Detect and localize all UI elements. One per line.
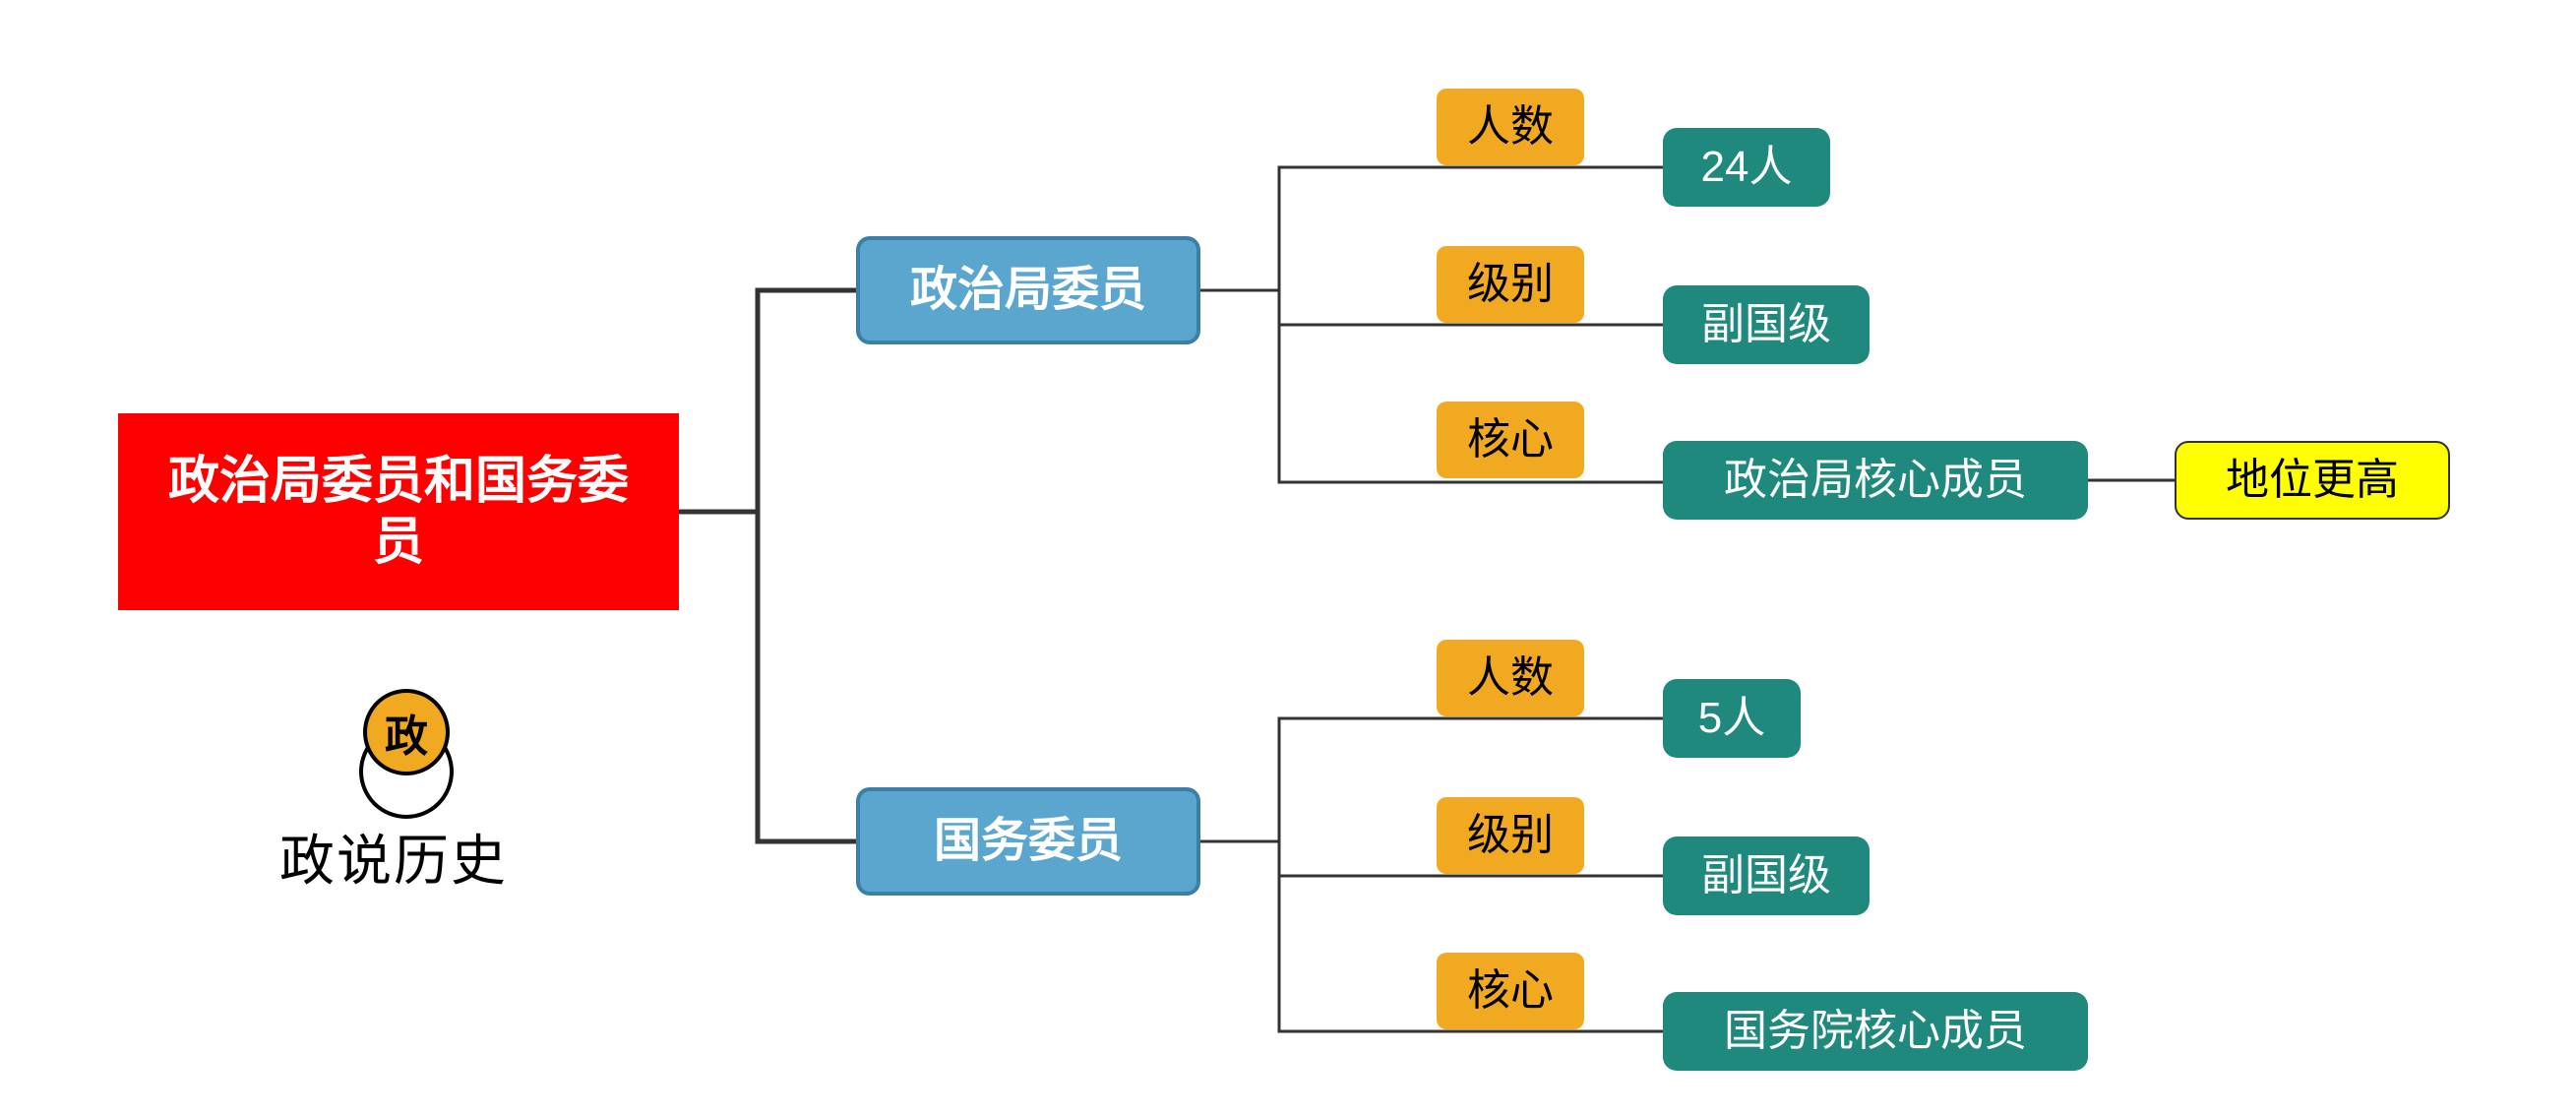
- attr-value: 政治局核心成员: [1663, 441, 2088, 520]
- attr-tag: 核心: [1437, 953, 1584, 1029]
- attr-tag: 核心: [1437, 402, 1584, 478]
- root-node: 政治局委员和国务委员: [118, 413, 679, 610]
- logo-coin-icon: 政: [349, 689, 438, 807]
- watermark-logo: 政 政说历史: [246, 689, 541, 897]
- logo-coin-char: 政: [363, 689, 450, 775]
- highlight-note: 地位更高: [2175, 441, 2450, 520]
- branch-node-state-council: 国务委员: [856, 787, 1200, 896]
- attr-tag: 人数: [1437, 640, 1584, 716]
- attr-value: 副国级: [1663, 285, 1870, 364]
- branch-node-politburo: 政治局委员: [856, 236, 1200, 344]
- logo-text: 政说历史: [246, 817, 541, 897]
- attr-tag: 级别: [1437, 246, 1584, 323]
- attr-tag: 级别: [1437, 797, 1584, 874]
- mindmap-canvas: 政治局委员和国务委员 政 政说历史 政治局委员人数24人级别副国级核心政治局核心…: [0, 0, 2576, 1116]
- attr-value: 5人: [1663, 679, 1801, 758]
- attr-tag: 人数: [1437, 89, 1584, 165]
- attr-value: 24人: [1663, 128, 1830, 207]
- attr-value: 国务院核心成员: [1663, 992, 2088, 1071]
- attr-value: 副国级: [1663, 837, 1870, 915]
